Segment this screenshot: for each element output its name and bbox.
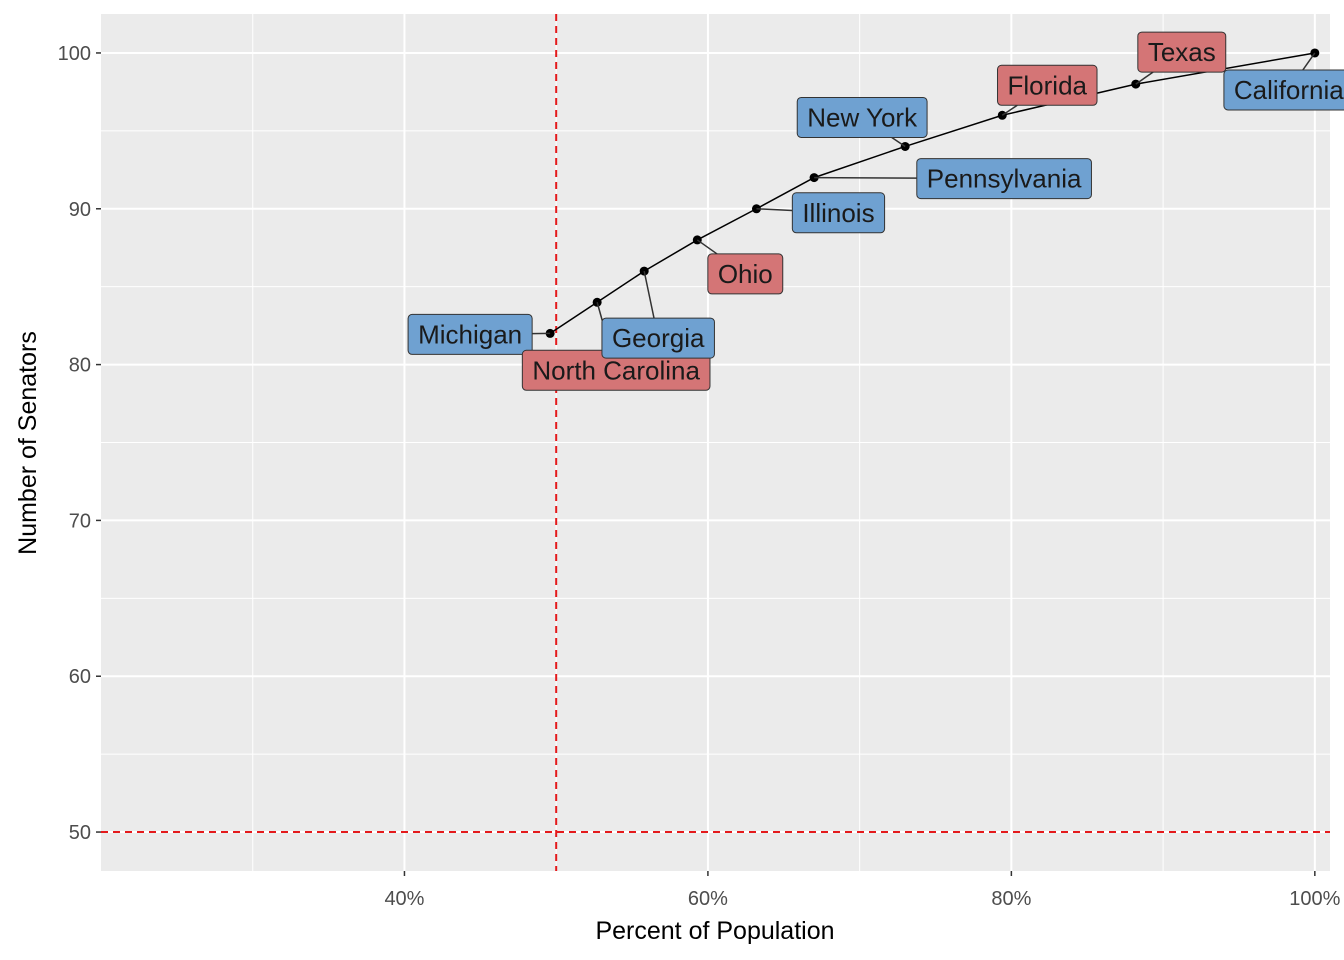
x-axis-ticks: 40% 60% 80% 100% xyxy=(384,871,1341,910)
label-box-california xyxy=(1223,69,1344,111)
label-california: California xyxy=(1223,69,1344,111)
label-text-new-york: New York xyxy=(807,102,918,132)
label-text-ohio: Ohio xyxy=(718,259,773,289)
minor-gridlines xyxy=(101,14,1330,871)
label-text-california: California xyxy=(1234,75,1344,105)
label-leader-pennsylvania xyxy=(814,176,917,179)
y-axis-title: Number of Senators xyxy=(14,331,42,555)
label-leader-florida xyxy=(1001,104,1018,116)
label-text-texas: Texas xyxy=(1148,37,1216,67)
x-tick-label: 60% xyxy=(688,888,728,910)
label-box-new-york xyxy=(796,96,928,138)
label-box-michigan xyxy=(407,313,533,355)
y-tick-label: 100 xyxy=(58,43,91,65)
x-tick-label: 100% xyxy=(1289,888,1340,910)
label-box-florida xyxy=(997,64,1098,106)
label-box-georgia xyxy=(601,317,715,359)
label-georgia: Georgia xyxy=(601,317,715,359)
label-new-york: New York xyxy=(796,96,928,138)
label-box-pennsylvania xyxy=(916,158,1092,200)
x-axis-title: Percent of Population xyxy=(595,917,834,945)
x-tick-label: 40% xyxy=(384,888,424,910)
label-box-illinois xyxy=(791,192,886,234)
label-michigan: Michigan xyxy=(407,313,533,355)
y-tick-label: 50 xyxy=(69,822,91,844)
y-tick-label: 70 xyxy=(69,510,91,532)
label-florida: Florida xyxy=(997,64,1098,106)
label-text-pennsylvania: Pennsylvania xyxy=(927,164,1082,194)
label-text-north-carolina: North Carolina xyxy=(532,355,700,385)
label-texas: Texas xyxy=(1137,31,1227,73)
y-axis-ticks: 50 60 70 80 90 100 xyxy=(58,43,101,844)
label-box-texas xyxy=(1137,31,1227,73)
label-text-florida: Florida xyxy=(1008,70,1088,100)
label-leader-california xyxy=(1302,52,1316,71)
label-text-michigan: Michigan xyxy=(418,319,522,349)
label-leader-georgia xyxy=(643,270,655,319)
label-box-ohio xyxy=(707,253,784,295)
label-text-georgia: Georgia xyxy=(612,323,705,353)
label-leader-ohio xyxy=(696,239,718,255)
label-ohio: Ohio xyxy=(707,253,784,295)
label-leader-illinois xyxy=(756,208,793,212)
label-north-carolina: North Carolina xyxy=(521,349,711,391)
label-leader-texas xyxy=(1135,71,1154,85)
label-illinois: Illinois xyxy=(791,192,886,234)
y-tick-label: 80 xyxy=(69,355,91,377)
y-tick-label: 60 xyxy=(69,666,91,688)
label-leader-new-york xyxy=(891,136,906,148)
reference-lines xyxy=(101,14,1330,871)
y-tick-label: 90 xyxy=(69,199,91,221)
x-tick-label: 80% xyxy=(991,888,1031,910)
label-pennsylvania: Pennsylvania xyxy=(916,158,1092,200)
label-text-illinois: Illinois xyxy=(802,198,874,228)
